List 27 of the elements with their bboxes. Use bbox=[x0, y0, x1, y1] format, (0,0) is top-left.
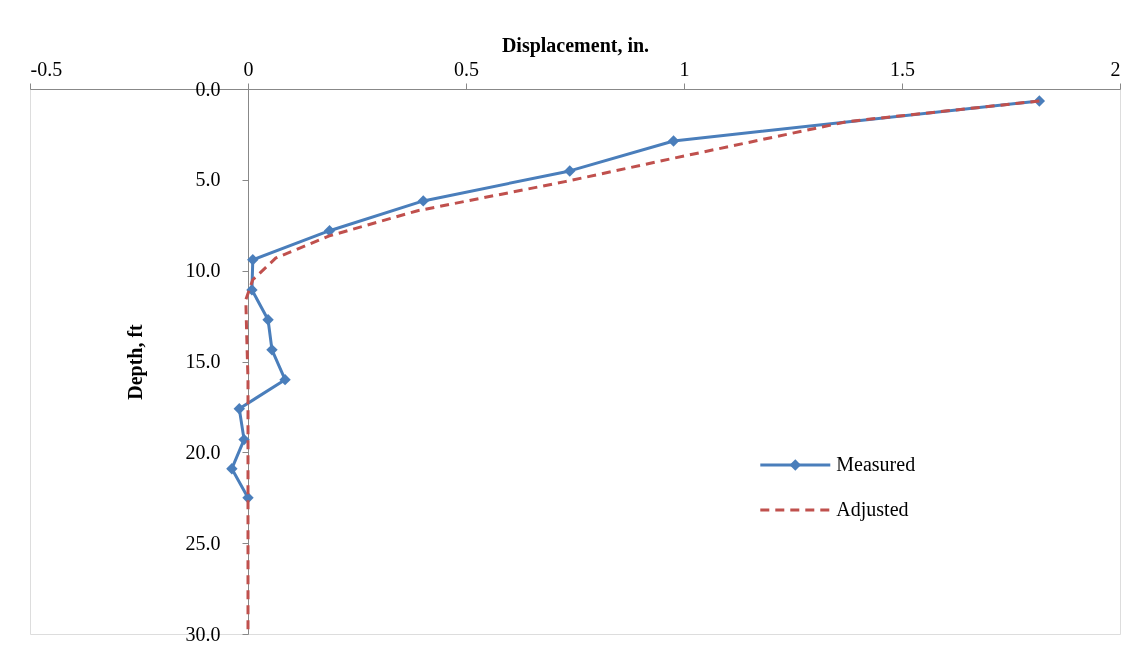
y-axis-title: Depth, ft bbox=[123, 323, 147, 400]
y-tick-label: 15.0 bbox=[185, 350, 221, 372]
x-tick-label: 0 bbox=[243, 57, 254, 80]
point bbox=[667, 135, 680, 147]
point bbox=[238, 433, 250, 446]
y-tick-label: 10.0 bbox=[185, 259, 221, 282]
y-tick-label: 20.0 bbox=[185, 440, 221, 463]
y-tick-label: 25.0 bbox=[185, 531, 221, 554]
point bbox=[417, 195, 429, 207]
y-tick-label: 0.0 bbox=[195, 77, 221, 100]
x-tick-label: 0.5 bbox=[454, 57, 479, 80]
legend-label: Adjusted bbox=[836, 498, 909, 522]
point bbox=[564, 165, 576, 177]
point bbox=[266, 344, 278, 356]
point bbox=[247, 254, 259, 266]
y-tick-label: 5.0 bbox=[195, 168, 221, 191]
x-tick-label: 1 bbox=[679, 57, 690, 80]
y-tick-label: 30.0 bbox=[185, 622, 221, 645]
point bbox=[262, 314, 274, 326]
x-tick-label: 1.5 bbox=[890, 57, 915, 80]
legend-label: Measured bbox=[836, 453, 916, 476]
point bbox=[233, 403, 245, 415]
point bbox=[279, 373, 291, 386]
x-tick-label: -0.5 bbox=[30, 57, 63, 80]
x-axis-title: Displacement, in. bbox=[501, 33, 650, 57]
point bbox=[226, 462, 238, 475]
x-tick-label: 2 bbox=[1110, 57, 1121, 80]
